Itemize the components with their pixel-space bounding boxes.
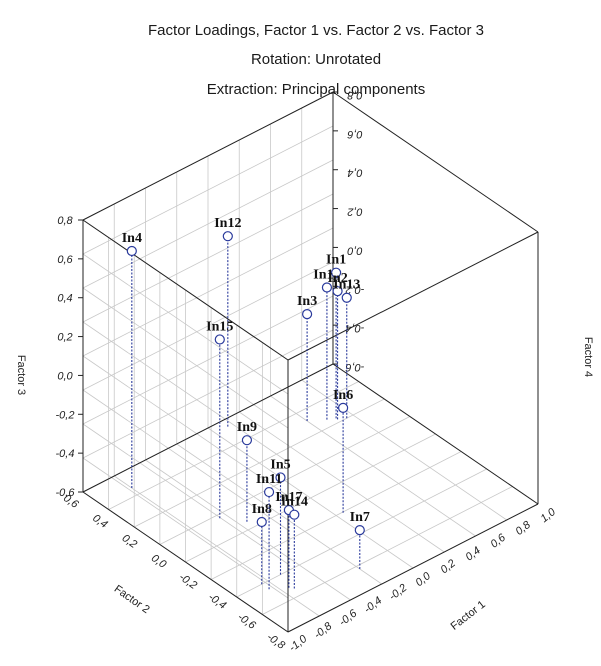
factor-1-axis-label: Factor 1 <box>449 598 488 632</box>
box-edge <box>82 219 289 361</box>
floor-grid-line <box>270 395 476 537</box>
factor-2-tick-label: 0,0 <box>149 552 169 571</box>
box-edge <box>82 91 334 221</box>
chart-title-line-3: Extraction: Principal components <box>207 81 425 98</box>
right-wall-grid-line <box>82 125 334 255</box>
factor-1-tick-label: -0,8 <box>312 620 335 642</box>
point-marker <box>331 267 342 278</box>
factor-1-tick-label: -0,6 <box>337 607 360 629</box>
box-edge <box>287 503 539 633</box>
floor-grid-line <box>239 411 445 553</box>
point-label: In7 <box>350 510 370 525</box>
point-marker <box>332 286 343 297</box>
left-wall-grid-line <box>82 253 289 395</box>
point-marker <box>256 516 267 528</box>
factor-3-tick-label: -0,2 <box>56 409 75 421</box>
box-edge <box>82 363 334 493</box>
floor-grid-line <box>159 416 411 545</box>
factor-4-tick-label: 0,6 <box>346 128 362 140</box>
point-label: In14 <box>281 495 308 510</box>
chart-titles: Factor Loadings, Factor 1 vs. Factor 2 v… <box>148 22 484 98</box>
point-marker <box>241 435 253 446</box>
factor-1-tick-label: 0,2 <box>438 557 457 576</box>
point-marker <box>321 282 333 293</box>
point-label: In2 <box>327 271 347 286</box>
floor-grid-line <box>108 381 359 510</box>
point-label: In15 <box>206 319 233 334</box>
factor-3-tick-label: -0,6 <box>56 487 76 499</box>
right-wall-grid-line <box>82 159 334 289</box>
factor-2-tick-label: -0,2 <box>177 571 199 592</box>
factor-3-tick-label: 0,6 <box>57 254 73 266</box>
point-label: In11 <box>256 472 282 487</box>
factor-3-tick-label: -0,4 <box>56 448 75 460</box>
point-marker <box>214 334 225 345</box>
factor-3-tick-label: 0,4 <box>57 293 72 305</box>
floor-grid-line <box>185 433 436 563</box>
factor-1-tick-label: 0,6 <box>488 531 508 550</box>
factor-1-tick-label: 1,0 <box>538 506 558 525</box>
point-label: In9 <box>237 420 257 435</box>
factor-3-tick-label: 0,8 <box>57 215 73 227</box>
box-edge <box>332 91 539 233</box>
point-marker <box>341 292 352 303</box>
left-wall-grid-line <box>82 321 289 463</box>
right-wall-grid-line <box>82 227 334 357</box>
point-marker <box>338 402 349 413</box>
factor-1-tick-label: -1,0 <box>287 633 310 655</box>
data-points: In12In4In3In10In1In2In13In15In9In6In5In8… <box>122 216 370 590</box>
factor-2-tick-label: -0,6 <box>235 611 258 632</box>
factor-2-tick-label: 0,2 <box>120 532 139 551</box>
factor-3-tick-label: 0,0 <box>57 370 73 382</box>
box-edge <box>82 491 289 633</box>
factor-4-tick-label: 0,0 <box>346 244 362 256</box>
point-marker <box>302 309 313 320</box>
factor-4-axis-label: Factor 4 <box>582 337 594 377</box>
point-marker <box>263 486 275 498</box>
axis-labels: Factor 3 Factor 4 Factor 2 Factor 1 <box>15 337 594 633</box>
point-label: In4 <box>122 231 142 246</box>
point-marker <box>126 245 137 257</box>
factor-1-tick-label: 0,0 <box>413 570 433 589</box>
box-edge <box>287 231 539 361</box>
right-wall-grid-line <box>82 193 334 323</box>
factor-1-tick-label: -0,2 <box>387 582 409 603</box>
factor-1-tick-label: 0,8 <box>513 518 533 537</box>
point-label: In1 <box>326 253 346 268</box>
chart-title-line-2: Rotation: Unrotated <box>251 51 381 68</box>
factor-3-axis-label: Factor 3 <box>15 355 27 395</box>
factor-3-tick-label: 0,2 <box>57 332 72 344</box>
point-label: In17 <box>275 490 302 505</box>
box-edge <box>332 363 539 505</box>
factor-1-tick-label: -0,4 <box>362 595 384 616</box>
factor-2-axis-label: Factor 2 <box>112 583 152 616</box>
factor-4-tick-label: 0,2 <box>347 206 362 218</box>
factor-2-tick-label: -0,8 <box>265 631 288 652</box>
point-label: In3 <box>297 294 317 309</box>
point-label: In6 <box>333 388 353 403</box>
point-label: In5 <box>270 457 290 472</box>
point-label: In13 <box>333 278 360 293</box>
factor-4-tick-label: 0,8 <box>346 89 362 101</box>
factor-2-tick-label: 0,4 <box>90 512 109 531</box>
factor-2-tick-label: -0,4 <box>206 591 228 612</box>
point-marker <box>222 231 233 242</box>
factor-4-tick-label: -0,6 <box>345 361 365 373</box>
factor-4-tick-label: -0,2 <box>346 283 365 295</box>
point-marker <box>354 525 365 536</box>
chart-title-line-1: Factor Loadings, Factor 1 vs. Factor 2 v… <box>148 22 484 39</box>
left-wall-grid-line <box>82 355 289 497</box>
factor-4-tick-label: 0,4 <box>347 167 362 179</box>
point-label: In8 <box>252 502 272 517</box>
factor-1-tick-label: 0,4 <box>463 545 482 564</box>
point-marker <box>275 472 286 483</box>
point-label: In12 <box>214 216 241 231</box>
factor-4-tick-label: -0,4 <box>346 322 365 334</box>
point-marker <box>289 509 300 520</box>
